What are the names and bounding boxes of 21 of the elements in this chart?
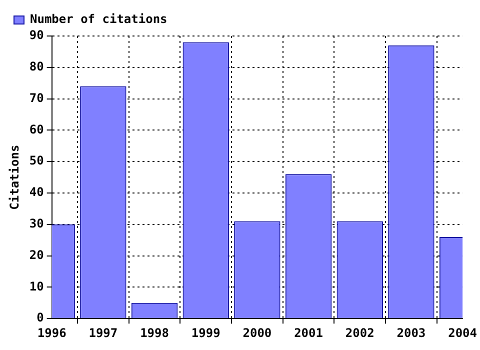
y-tick-label: 20 [29,248,44,262]
x-tick-label: 1997 [88,326,118,340]
legend-label: Number of citations [30,12,168,26]
x-tick-label: 1998 [140,326,169,340]
y-tick-label: 0 [36,310,44,325]
y-tick-label: 50 [29,154,44,168]
y-tick-label: 80 [29,60,44,74]
y-tick-label: 40 [29,185,44,200]
y-tick-label: 90 [29,28,44,42]
x-tick-label: 1999 [191,326,220,340]
y-axis-title: Citations [7,144,22,210]
y-tick-label: 10 [29,279,44,294]
x-tick-label: 2001 [294,326,323,340]
x-tick-label: 2004 [448,326,478,340]
x-tick-label: 1996 [37,326,66,340]
x-tick-label: 2003 [396,326,426,340]
y-tick-label: 30 [29,216,44,231]
x-tick-label: 2000 [242,326,272,340]
y-tick-label: 70 [29,90,44,105]
x-tick-label: 2002 [345,326,374,340]
y-tick-label: 60 [29,122,44,136]
